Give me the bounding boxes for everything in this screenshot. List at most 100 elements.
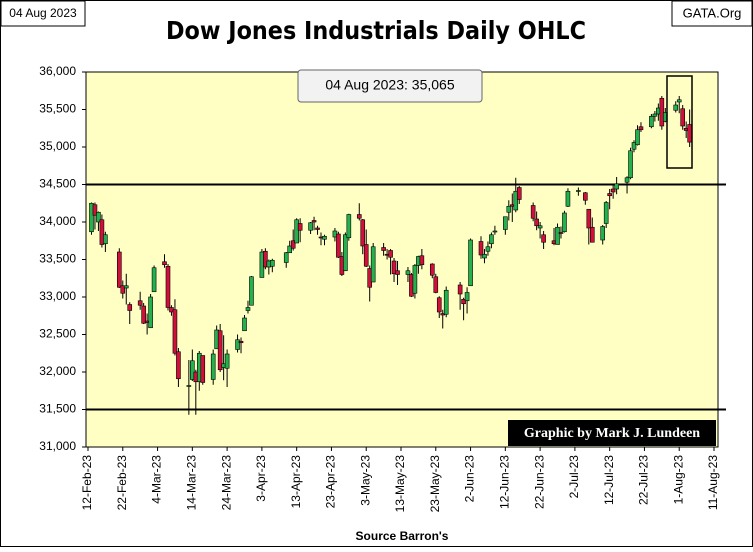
candle-body [436,297,442,313]
candle-body [419,255,425,266]
x-tick-label: 3-Apr-23 [254,455,268,502]
candle-body [443,289,449,315]
candle-body [297,223,303,231]
x-tick-label: 23-May-23 [428,455,442,513]
candle-body [485,246,491,252]
candle-body [583,192,588,201]
candle-body [405,270,411,275]
candle-body [482,253,487,259]
x-tick-label: 13-Apr-23 [289,455,303,509]
candle-body [652,113,658,117]
candle-body [680,108,686,127]
credit: Graphic by Mark J. Lundeen [524,426,700,441]
candle-body [492,230,498,233]
candle-body [210,353,216,380]
candle-body [429,263,435,276]
candle-body [238,340,244,344]
candle-body [322,235,327,240]
candle-body [461,298,466,305]
candle-body [294,219,299,244]
x-tick-label: 3-May-23 [358,455,372,506]
candle-body [356,214,362,219]
y-tick-label: 35,000 [39,139,76,153]
candle-body [172,309,178,354]
candle-body [638,126,644,131]
candle-body [673,104,679,111]
site-label: GATA.Org [683,5,742,20]
candle-body [141,305,146,324]
x-tick-label: 12-Jun-23 [498,455,512,509]
candle-body [624,177,630,183]
candle-body [489,234,494,245]
candle-body [534,218,539,227]
candle-body [103,234,108,245]
candle-body [92,204,98,216]
candle-body [603,202,609,224]
candle-body [589,226,595,243]
x-tick-label: 2-Jul-23 [567,455,581,499]
candle-body [363,244,369,267]
candle-body [676,99,682,103]
candle-body [151,267,157,293]
candle-body [506,205,512,213]
candle-body [315,227,320,230]
candle-body [137,300,143,306]
candle-body [162,261,167,266]
y-tick-label: 32,500 [39,327,76,341]
x-tick-label: 1-Aug-23 [671,455,685,505]
x-tick-label: 12-Jul-23 [602,455,616,505]
candle-body [607,193,612,197]
candle-body [263,250,268,268]
candle-body [148,296,153,329]
y-tick-label: 33,000 [39,289,76,303]
candle-body [631,142,637,150]
candle-body [245,307,251,311]
y-tick-label: 36,000 [39,64,76,78]
plot-layer: 31,000 31,500 32,000 32,500 33,000 33,500 34,0… [39,64,726,512]
y-tick-label: 31,000 [39,439,76,453]
candle-body [565,190,571,207]
site-box [671,0,753,27]
candle-body [381,247,386,251]
candle-body [562,212,567,233]
candle-body [412,265,418,294]
candle-body [610,188,616,193]
candle-body [186,385,192,387]
y-tick-label: 32,000 [39,364,76,378]
candle-body [96,211,101,223]
candle-body [200,355,206,383]
candle-body [343,234,348,272]
candle-body [89,202,94,233]
candle-body [120,285,126,294]
y-tick-label: 31,500 [39,402,76,416]
candle-body [600,226,606,241]
candle-body [190,360,195,380]
x-tick-label: 22-Jun-23 [532,455,546,509]
candle-body [249,276,254,306]
credit-box [508,420,716,446]
candle-body [242,317,247,332]
candle-body [391,260,397,275]
date-label: 04 Aug 2023 [9,6,77,20]
candle-body [687,124,692,143]
candle-body [235,339,240,350]
x-tick-label: 13-May-23 [393,455,407,513]
candle-body [224,353,230,369]
candle-body [336,233,341,258]
candle-body [117,251,122,288]
y-tick-label: 35,500 [39,102,76,116]
date-box [0,0,86,27]
x-axis-label: Source Barron's [356,529,449,543]
candle-body [478,241,484,256]
annotation: 04 Aug 2023: 35,065 [325,77,454,93]
candle-body [433,276,439,293]
y-tick-label: 33,500 [39,252,76,266]
candle-body [468,239,473,287]
candle-body [270,259,275,267]
x-tick-label: 11-Aug-23 [706,455,720,510]
x-tick-label: 2-Jun-23 [463,455,477,503]
y-tick-label: 34,500 [39,177,76,191]
candle-body [308,222,313,231]
